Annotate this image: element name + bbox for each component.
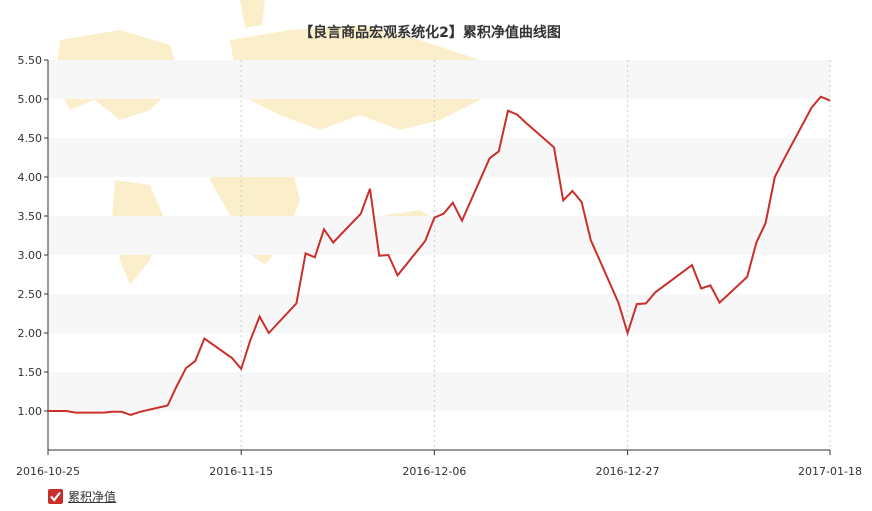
x-tick-label: 2016-11-15 (209, 465, 273, 478)
x-tick-label: 2016-12-27 (596, 465, 660, 478)
grid-band (48, 216, 830, 255)
grid-band (48, 372, 830, 411)
grid-band (48, 294, 830, 333)
x-tick-label: 2017-01-18 (798, 465, 862, 478)
chart-title: 【良言商品宏观系统化2】累积净值曲线图 (299, 24, 561, 41)
legend-label[interactable]: 累积净值 (68, 490, 117, 504)
y-tick-label: 2.00 (18, 327, 43, 340)
y-tick-label: 4.50 (18, 132, 43, 145)
y-tick-label: 5.50 (18, 54, 43, 67)
checkbox-checked-icon[interactable] (48, 489, 63, 504)
y-tick-label: 2.50 (18, 288, 43, 301)
y-tick-label: 4.00 (18, 171, 43, 184)
y-tick-label: 3.50 (18, 210, 43, 223)
y-tick-label: 1.50 (18, 366, 43, 379)
legend[interactable]: 累积净值 (48, 488, 116, 505)
series-line-cumulative-nav (48, 95, 831, 416)
y-tick-label: 5.00 (18, 93, 43, 106)
grid-band (48, 138, 830, 177)
y-tick-label: 3.00 (18, 249, 43, 262)
x-tick-label: 2016-10-25 (16, 465, 80, 478)
x-tick-label: 2016-12-06 (402, 465, 466, 478)
grid-band (48, 60, 830, 99)
y-tick-label: 1.00 (18, 405, 43, 418)
